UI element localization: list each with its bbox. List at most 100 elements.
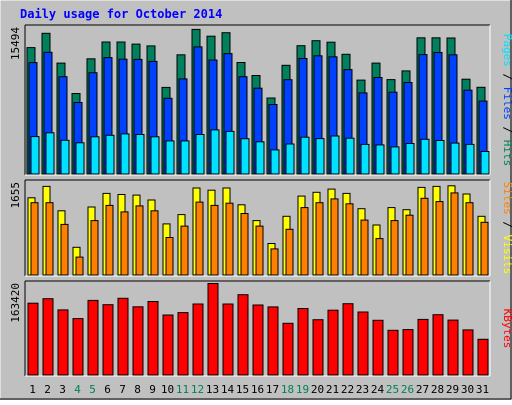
bar-pages-day-14 <box>225 130 235 175</box>
bar-pages-day-3 <box>60 139 70 175</box>
x-tick-label-day-30: 30 <box>461 383 474 396</box>
bar-kbytes-day-1 <box>27 302 39 376</box>
bar-pages-day-9 <box>150 136 160 175</box>
x-tick-label-day-16: 16 <box>251 383 264 396</box>
legend-visits: Visits <box>501 235 512 275</box>
bar-sites-day-3 <box>60 223 69 276</box>
bar-pages-day-18 <box>285 143 295 175</box>
y-axis-max-label: 15494 <box>9 27 22 60</box>
bar-kbytes-day-18 <box>282 322 294 376</box>
x-tick-label-day-19: 19 <box>296 383 309 396</box>
bar-kbytes-day-22 <box>342 303 354 376</box>
y-axis-max-label: 1655 <box>9 182 22 209</box>
bar-sites-day-23 <box>360 219 369 276</box>
bar-pages-day-27 <box>420 138 430 175</box>
bar-sites-day-5 <box>90 220 99 276</box>
bar-sites-day-26 <box>405 214 414 276</box>
x-tick-label-day-11: 11 <box>176 383 189 396</box>
bar-kbytes-day-26 <box>402 329 414 376</box>
bar-kbytes-day-29 <box>447 319 459 376</box>
bar-pages-day-26 <box>405 143 415 175</box>
bar-sites-day-14 <box>225 202 234 276</box>
x-tick-label-day-28: 28 <box>431 383 444 396</box>
bar-kbytes-day-24 <box>372 319 384 376</box>
bar-sites-day-15 <box>240 213 249 276</box>
bar-kbytes-day-6 <box>102 304 114 376</box>
bar-pages-day-1 <box>30 136 40 175</box>
bar-sites-day-6 <box>105 204 114 276</box>
bar-pages-day-4 <box>75 142 85 175</box>
bar-pages-day-17 <box>270 149 280 175</box>
x-tick-label-day-5: 5 <box>89 383 96 396</box>
bar-kbytes-day-4 <box>72 318 84 376</box>
y-axis-max-label: 163420 <box>9 283 22 323</box>
bar-kbytes-day-25 <box>387 329 399 376</box>
bar-kbytes-day-3 <box>57 309 69 376</box>
legend-separator: / <box>501 120 512 140</box>
bar-sites-day-29 <box>450 192 459 276</box>
x-tick-label-day-10: 10 <box>161 383 174 396</box>
x-tick-label-day-14: 14 <box>221 383 235 396</box>
bar-sites-day-9 <box>150 210 159 276</box>
bar-kbytes-day-7 <box>117 297 129 376</box>
bar-sites-day-11 <box>180 225 189 276</box>
legend-files: Files <box>501 87 512 120</box>
x-tick-label-day-9: 9 <box>149 383 156 396</box>
bar-pages-day-31 <box>480 151 490 175</box>
x-tick-label-day-7: 7 <box>119 383 126 396</box>
bar-sites-day-25 <box>390 220 399 276</box>
legend-kbytes: KBytes <box>501 309 512 349</box>
bar-pages-day-29 <box>450 142 460 175</box>
bar-sites-day-30 <box>465 202 474 276</box>
bar-pages-day-24 <box>375 144 385 175</box>
bar-kbytes-day-2 <box>42 298 54 376</box>
bar-kbytes-day-10 <box>162 314 174 376</box>
bar-pages-day-20 <box>315 138 325 175</box>
bar-sites-day-16 <box>255 225 264 276</box>
series-kbytes <box>27 283 489 376</box>
legend-pages: Pages <box>501 34 512 67</box>
bar-pages-day-12 <box>195 134 205 175</box>
bar-kbytes-day-23 <box>357 311 369 376</box>
x-tick-label-day-12: 12 <box>191 383 204 396</box>
bar-sites-day-18 <box>285 228 294 276</box>
x-tick-label-day-4: 4 <box>74 383 81 396</box>
x-tick-label-day-3: 3 <box>59 383 66 396</box>
bar-kbytes-day-28 <box>432 314 444 376</box>
bar-kbytes-day-11 <box>177 312 189 376</box>
x-tick-label-day-31: 31 <box>476 383 489 396</box>
panel-visits-sites: 1655 Sites / Visits <box>9 179 512 277</box>
right-legend-label: KBytes <box>501 309 512 349</box>
chart-title: Daily usage for October 2014 <box>20 7 222 21</box>
x-tick-label-day-23: 23 <box>356 383 369 396</box>
x-tick-label-day-26: 26 <box>401 383 414 396</box>
bar-kbytes-day-16 <box>252 304 264 376</box>
x-tick-label-day-20: 20 <box>311 383 324 396</box>
bar-pages-day-5 <box>90 136 100 175</box>
chart-panels: 15494 Pages / Files / Hits 1655 Sites / Vis… <box>9 24 512 377</box>
legend-separator: / <box>501 67 512 87</box>
bar-sites-day-22 <box>345 203 354 276</box>
legend-sites: Sites <box>501 182 512 215</box>
bar-kbytes-day-17 <box>267 306 279 376</box>
bar-sites-day-8 <box>135 205 144 276</box>
bar-kbytes-day-21 <box>327 309 339 376</box>
right-legend-label: Sites / Visits <box>501 182 512 275</box>
bar-pages-day-13 <box>210 129 220 175</box>
bar-kbytes-day-12 <box>192 303 204 376</box>
bar-sites-day-10 <box>165 237 174 276</box>
bar-kbytes-day-20 <box>312 319 324 376</box>
x-tick-label-day-2: 2 <box>44 383 51 396</box>
bar-sites-day-13 <box>210 204 219 276</box>
bar-pages-day-7 <box>120 133 130 175</box>
right-legend-label: Pages / Files / Hits <box>501 34 512 167</box>
panel-hits-files-pages: 15494 Pages / Files / Hits <box>9 24 512 176</box>
x-tick-label-day-25: 25 <box>386 383 399 396</box>
series-sites <box>30 192 489 276</box>
x-tick-label-day-29: 29 <box>446 383 459 396</box>
bar-pages-day-28 <box>435 140 445 175</box>
bar-sites-day-17 <box>270 248 279 276</box>
bar-kbytes-day-30 <box>462 329 474 376</box>
